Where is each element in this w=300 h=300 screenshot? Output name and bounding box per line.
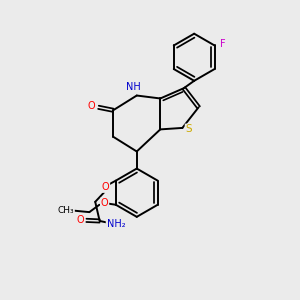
Text: S: S <box>186 124 192 134</box>
Text: O: O <box>76 215 84 225</box>
Text: O: O <box>88 101 95 111</box>
Text: NH₂: NH₂ <box>106 220 125 230</box>
Text: O: O <box>101 198 109 208</box>
Text: CH₃: CH₃ <box>58 206 74 214</box>
Text: NH: NH <box>126 82 141 92</box>
Text: F: F <box>220 39 226 49</box>
Text: O: O <box>102 182 109 192</box>
